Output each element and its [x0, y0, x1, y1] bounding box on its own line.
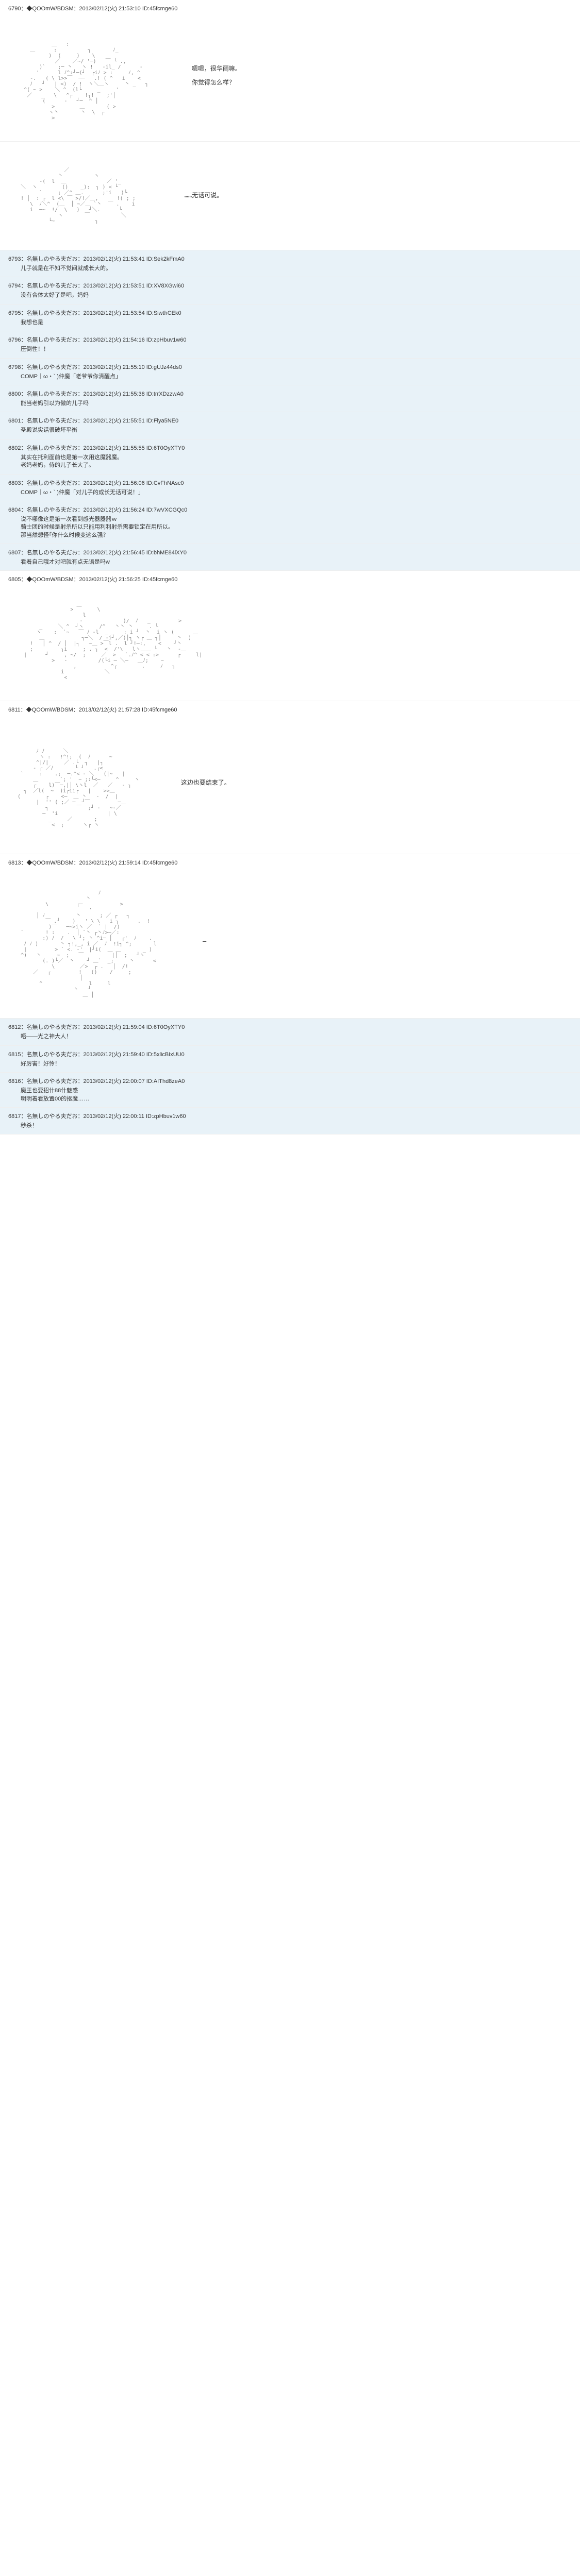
post-header: 6798：名無しのやる夫だお：2013/02/12(火) 21:55:10 ID…: [8, 363, 572, 371]
post-header: 6794：名無しのやる夫だお：2013/02/12(火) 21:53:51 ID…: [8, 281, 572, 290]
post-header: 6800：名無しのやる夫だお：2013/02/12(火) 21:55:38 ID…: [8, 389, 572, 398]
forum-post: 6812：名無しのやる夫だお：2013/02/12(火) 21:59:04 ID…: [0, 1019, 580, 1045]
dialogue-text: ……无话可说。: [154, 192, 223, 199]
forum-post: 6817：名無しのやる夫だお：2013/02/12(火) 22:00:11 ID…: [0, 1108, 580, 1134]
forum-post: 6802：名無しのやる夫だお：2013/02/12(火) 21:55:55 ID…: [0, 439, 580, 474]
forum-post: 6798：名無しのやる夫だお：2013/02/12(火) 21:55:10 ID…: [0, 359, 580, 385]
forum-post: 6793：名無しのやる夫だお：2013/02/12(火) 21:53:41 ID…: [0, 250, 580, 277]
post-header: 6813：◆QOOmW/BDSM：2013/02/12(火) 21:59:14 …: [8, 858, 572, 867]
post-body: 其实在托利面前也是第一次用这魔器魔。 老妈老妈，侍的儿子长大了。: [8, 454, 572, 470]
post-body: 没有合体太好了是吧，妈妈: [8, 292, 572, 299]
ascii-art-block: ／ 丶 ヽ -( l ＿ ／ '_ ＼ ヽ () _): ┐ ) < └ ` ;…: [8, 146, 572, 246]
ascii-art: ／ 丶 ヽ -( l ＿ ／ '_ ＼ ヽ () _): ┐ ) < └ ` ;…: [8, 156, 154, 235]
forum-post: 6807：名無しのやる夫だお：2013/02/12(火) 21:56:45 ID…: [0, 544, 580, 571]
post-header: 6790：◆QOOmW/BDSM：2013/02/12(火) 21:53:10 …: [8, 4, 572, 12]
post-header: 6817：名無しのやる夫だお：2013/02/12(火) 22:00:11 ID…: [8, 1112, 572, 1120]
dialogue-text: 这边也要结束了。: [150, 779, 230, 786]
post-body: 魔王也要招什88什魅惑 明明着看放置00的抠魔……: [8, 1087, 572, 1103]
ascii-art-block: ﾉ ﾉ ＼ ヽ : !^!; ( ﾉ ~ ^|/| ／ .└ ┐ |┐ - ┌ …: [8, 716, 572, 850]
forum-post: 6795：名無しのやる夫だお：2013/02/12(火) 21:53:54 ID…: [0, 304, 580, 331]
post-header: 6796：名無しのやる夫だお：2013/02/12(火) 21:54:16 ID…: [8, 335, 572, 344]
forum-post: 6811：◆QOOmW/BDSM：2013/02/12(火) 21:57:28 …: [0, 701, 580, 854]
post-body: 说不哪像这是第一次看到感光器器器ｗ 骑士团的时候是射杀所以只能用利利射杀需要锁定…: [8, 516, 572, 539]
forum-post: 6801：名無しのやる夫だお：2013/02/12(火) 21:55:51 ID…: [0, 412, 580, 439]
post-body: 儿子就是在不知不觉间就成长大的。: [8, 265, 572, 273]
dialogue-text: 嗯嗯，很华丽嘛。 你觉得怎么样？: [161, 65, 241, 86]
forum-post: 6794：名無しのやる夫だお：2013/02/12(火) 21:53:51 ID…: [0, 277, 580, 304]
ascii-art-block: ﾉ 丶 \ ┌─ > ' │ ﾉ 丶: [8, 869, 572, 1014]
post-header: 6812：名無しのやる夫だお：2013/02/12(火) 21:59:04 ID…: [8, 1023, 572, 1031]
post-header: 6801：名無しのやる夫だお：2013/02/12(火) 21:55:51 ID…: [8, 416, 572, 425]
post-body: 压倒性！！: [8, 346, 572, 353]
post-body: COMP｜ω・` )仲魔「对儿子的成长无话可说！」: [8, 489, 572, 497]
post-header: 6807：名無しのやる夫だお：2013/02/12(火) 21:56:45 ID…: [8, 548, 572, 556]
forum-post: 6796：名無しのやる夫だお：2013/02/12(火) 21:54:16 ID…: [0, 331, 580, 358]
forum-post: 6790：◆QOOmW/BDSM：2013/02/12(火) 21:53:10 …: [0, 0, 580, 142]
ascii-art: ﾉ ﾉ ＼ ヽ : !^!; ( ﾉ ~ ^|/| ／ .└ ┐ |┐ - ┌ …: [8, 726, 150, 839]
post-body: 秒杀！: [8, 1122, 572, 1130]
forum-post: 6805：◆QOOmW/BDSM：2013/02/12(火) 21:56:25 …: [0, 571, 580, 701]
ascii-art: > ￣ \ l - )/ ﾉ _ > _ ＼ ^: [8, 596, 225, 686]
post-header: 6815：名無しのやる夫だお：2013/02/12(火) 21:59:40 ID…: [8, 1050, 572, 1058]
dialogue-text: —: [172, 938, 206, 945]
forum-post: 6815：名無しのやる夫だお：2013/02/12(火) 21:59:40 ID…: [0, 1046, 580, 1073]
post-header: 6805：◆QOOmW/BDSM：2013/02/12(火) 21:56:25 …: [8, 575, 572, 583]
post-body: 好厉害！好怜！: [8, 1060, 572, 1068]
ascii-art: ﾉ 丶 \ ┌─ > ' │ ﾉ 丶: [8, 879, 172, 1004]
post-body: 看着自己哦才对吧就有点无语是吗w: [8, 558, 572, 566]
post-header: 6795：名無しのやる夫だお：2013/02/12(火) 21:53:54 ID…: [8, 309, 572, 317]
ascii-art-block: ＿ : ＿ : ┐ ﾉ_ ) ( ) \ ／ ／~/ '─) ￣ └ ., )`…: [8, 14, 572, 137]
forum-post: 6804：名無しのやる夫だお：2013/02/12(火) 21:56:24 ID…: [0, 501, 580, 544]
ascii-art-block: > ￣ \ l - )/ ﾉ _ > _ ＼ ^: [8, 585, 572, 697]
post-header: 6793：名無しのやる夫だお：2013/02/12(火) 21:53:41 ID…: [8, 255, 572, 263]
post-body: COMP｜ω・` )仲魔「老爷爷你清醒点」: [8, 373, 572, 381]
forum-post: 6803：名無しのやる夫だお：2013/02/12(火) 21:56:06 ID…: [0, 474, 580, 501]
ascii-art: ＿ : ＿ : ┐ ﾉ_ ) ( ) \ ／ ／~/ '─) ￣ └ ., )`…: [8, 25, 161, 127]
post-header: 6816：名無しのやる夫だお：2013/02/12(火) 22:00:07 ID…: [8, 1077, 572, 1085]
post-body: 圣殿说实话很破坏平衡: [8, 427, 572, 434]
post-body: 我想也是: [8, 319, 572, 327]
post-body: 能当老妈引以为傲的儿子吗: [8, 400, 572, 408]
post-header: 6803：名無しのやる夫だお：2013/02/12(火) 21:56:06 ID…: [8, 479, 572, 487]
post-body: 唔——光之神大人！: [8, 1033, 572, 1041]
post-header: 6802：名無しのやる夫だお：2013/02/12(火) 21:55:55 ID…: [8, 444, 572, 452]
forum-post: 6816：名無しのやる夫だお：2013/02/12(火) 22:00:07 ID…: [0, 1073, 580, 1108]
forum-post: 6800：名無しのやる夫だお：2013/02/12(火) 21:55:38 ID…: [0, 385, 580, 412]
forum-post: 6813：◆QOOmW/BDSM：2013/02/12(火) 21:59:14 …: [0, 854, 580, 1019]
post-header: 6804：名無しのやる夫だお：2013/02/12(火) 21:56:24 ID…: [8, 505, 572, 514]
post-header: 6811：◆QOOmW/BDSM：2013/02/12(火) 21:57:28 …: [8, 705, 572, 714]
forum-post: ／ 丶 ヽ -( l ＿ ／ '_ ＼ ヽ () _): ┐ ) < └ ` ;…: [0, 142, 580, 250]
